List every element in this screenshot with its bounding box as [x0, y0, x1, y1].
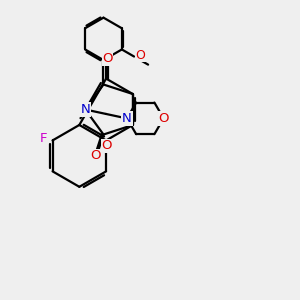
Text: N: N [80, 103, 90, 116]
Text: F: F [40, 133, 47, 146]
Text: O: O [102, 52, 113, 65]
Text: N: N [122, 112, 132, 125]
Text: O: O [158, 112, 169, 125]
Text: O: O [101, 139, 112, 152]
Text: O: O [90, 149, 101, 162]
Text: O: O [136, 49, 146, 62]
